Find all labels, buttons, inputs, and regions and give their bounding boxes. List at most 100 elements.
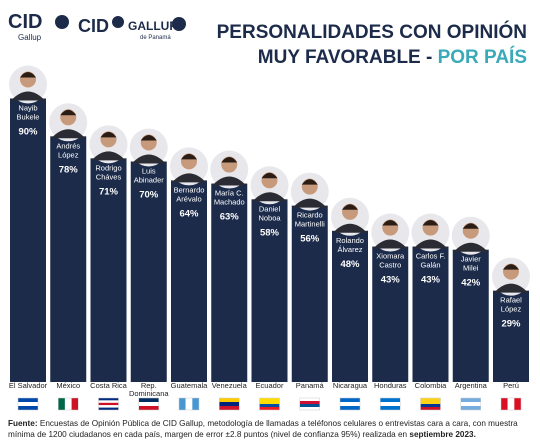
flag-stripe xyxy=(219,398,240,402)
bar xyxy=(251,199,288,382)
portrait-hair xyxy=(140,135,157,141)
footer-date: septiembre 2023. xyxy=(409,429,476,439)
chart-title: MUY FAVORABLE - POR PAÍS xyxy=(258,46,527,68)
portrait-hair xyxy=(462,223,479,229)
value-label: 29% xyxy=(501,319,521,330)
logo: CID Gallup CID GALLUP de Panamá xyxy=(8,11,186,42)
flag-stripe xyxy=(514,398,521,410)
portrait-hair xyxy=(422,220,439,226)
portrait-body xyxy=(494,283,528,293)
portrait-body xyxy=(11,91,45,101)
portrait-body xyxy=(212,176,247,186)
bar xyxy=(412,246,449,382)
portrait-body xyxy=(292,198,327,208)
x-tick-label: Argentina xyxy=(454,381,487,390)
logo-sub: Gallup xyxy=(18,33,42,42)
flag-stripe xyxy=(138,398,159,402)
person-name: Rafael xyxy=(500,296,522,305)
person-name: Daniel xyxy=(259,204,281,213)
bar xyxy=(372,246,409,382)
person-name: Milei xyxy=(463,264,479,273)
person-name: Noboa xyxy=(258,213,281,222)
chart-title: PERSONALIDADES CON OPINIÓN xyxy=(217,21,527,43)
flag-stripe xyxy=(420,407,441,410)
person-name: Bernardo xyxy=(174,185,205,194)
flag-stripe xyxy=(18,402,38,406)
flag xyxy=(138,397,159,411)
person-name: María C. xyxy=(215,189,244,198)
value-label: 71% xyxy=(99,186,119,197)
flag-border xyxy=(138,397,159,411)
flag xyxy=(420,397,441,411)
person-name: Bukele xyxy=(17,113,40,122)
portrait-hair xyxy=(181,153,197,160)
flag-stripe xyxy=(380,402,401,406)
flag-stripe xyxy=(185,398,193,410)
x-tick-label: El Salvador xyxy=(8,381,48,390)
flag xyxy=(17,397,39,411)
person-name: Andrés xyxy=(56,141,80,150)
flag-border xyxy=(98,397,119,411)
flag xyxy=(339,397,361,411)
portrait-body xyxy=(373,239,408,249)
value-label: 48% xyxy=(340,259,360,270)
bar xyxy=(452,249,489,382)
flag-stripe xyxy=(299,407,320,410)
flag xyxy=(98,397,119,411)
flag-stripe xyxy=(18,406,38,410)
flag-stripe xyxy=(460,406,481,410)
person-name: Nayib xyxy=(18,104,37,113)
portrait-hair xyxy=(20,72,36,78)
flag-stripe xyxy=(420,404,441,407)
flag xyxy=(259,397,280,411)
person-name: Castro xyxy=(379,261,401,270)
flag-stripe xyxy=(98,407,119,410)
person-name: Xiomara xyxy=(376,252,405,261)
logo-text: CID xyxy=(8,11,42,33)
flag xyxy=(58,397,79,411)
bar xyxy=(130,161,167,382)
person-name: Abinader xyxy=(134,176,165,185)
flag-stripe xyxy=(98,400,119,403)
x-tick-label: Costa Rica xyxy=(90,381,127,390)
flag-stripe xyxy=(507,398,515,410)
logo-text: CID xyxy=(78,16,109,36)
x-tick-label: Perú xyxy=(503,381,519,390)
x-tick-label: Colombia xyxy=(414,381,447,390)
portrait-body xyxy=(252,192,287,202)
portrait-hair xyxy=(221,157,238,163)
flag-stripe xyxy=(380,406,401,410)
person-name: Ricardo xyxy=(297,211,323,220)
flag-stripe xyxy=(299,401,320,404)
logo-sub: de Panamá xyxy=(140,35,171,41)
flag xyxy=(178,397,200,411)
x-tick-label: Rep. Dominicana xyxy=(128,381,169,398)
footer-text: Encuestas de Opinión Pública de CID Gall… xyxy=(8,419,518,439)
value-label: 70% xyxy=(139,190,159,201)
value-label: 63% xyxy=(220,212,240,223)
flag-stripe xyxy=(259,407,280,410)
flag-border xyxy=(219,397,240,411)
flag-stripe xyxy=(58,398,65,410)
flag-stripe xyxy=(501,398,508,410)
flag-stripe xyxy=(340,398,360,402)
flag-stripe xyxy=(299,404,320,407)
portrait-body xyxy=(333,223,367,233)
flag-stripe xyxy=(179,398,186,410)
flag-stripe xyxy=(18,398,38,402)
value-label: 78% xyxy=(59,164,79,175)
x-tick-label: Guatemala xyxy=(170,381,208,390)
flag-stripe xyxy=(98,402,119,406)
footer-label: Fuente: xyxy=(8,419,38,428)
person-name: Luis xyxy=(142,167,156,176)
flag-border xyxy=(58,397,79,411)
portrait-hair xyxy=(301,179,318,185)
flag-border xyxy=(299,397,320,411)
portrait-hair xyxy=(503,264,519,270)
portrait-hair xyxy=(100,131,117,138)
value-label: 43% xyxy=(381,275,401,286)
person-name: Álvarez xyxy=(337,245,362,254)
flag-border xyxy=(420,397,441,411)
flag-stripe xyxy=(299,398,320,401)
portrait-body xyxy=(51,129,86,139)
